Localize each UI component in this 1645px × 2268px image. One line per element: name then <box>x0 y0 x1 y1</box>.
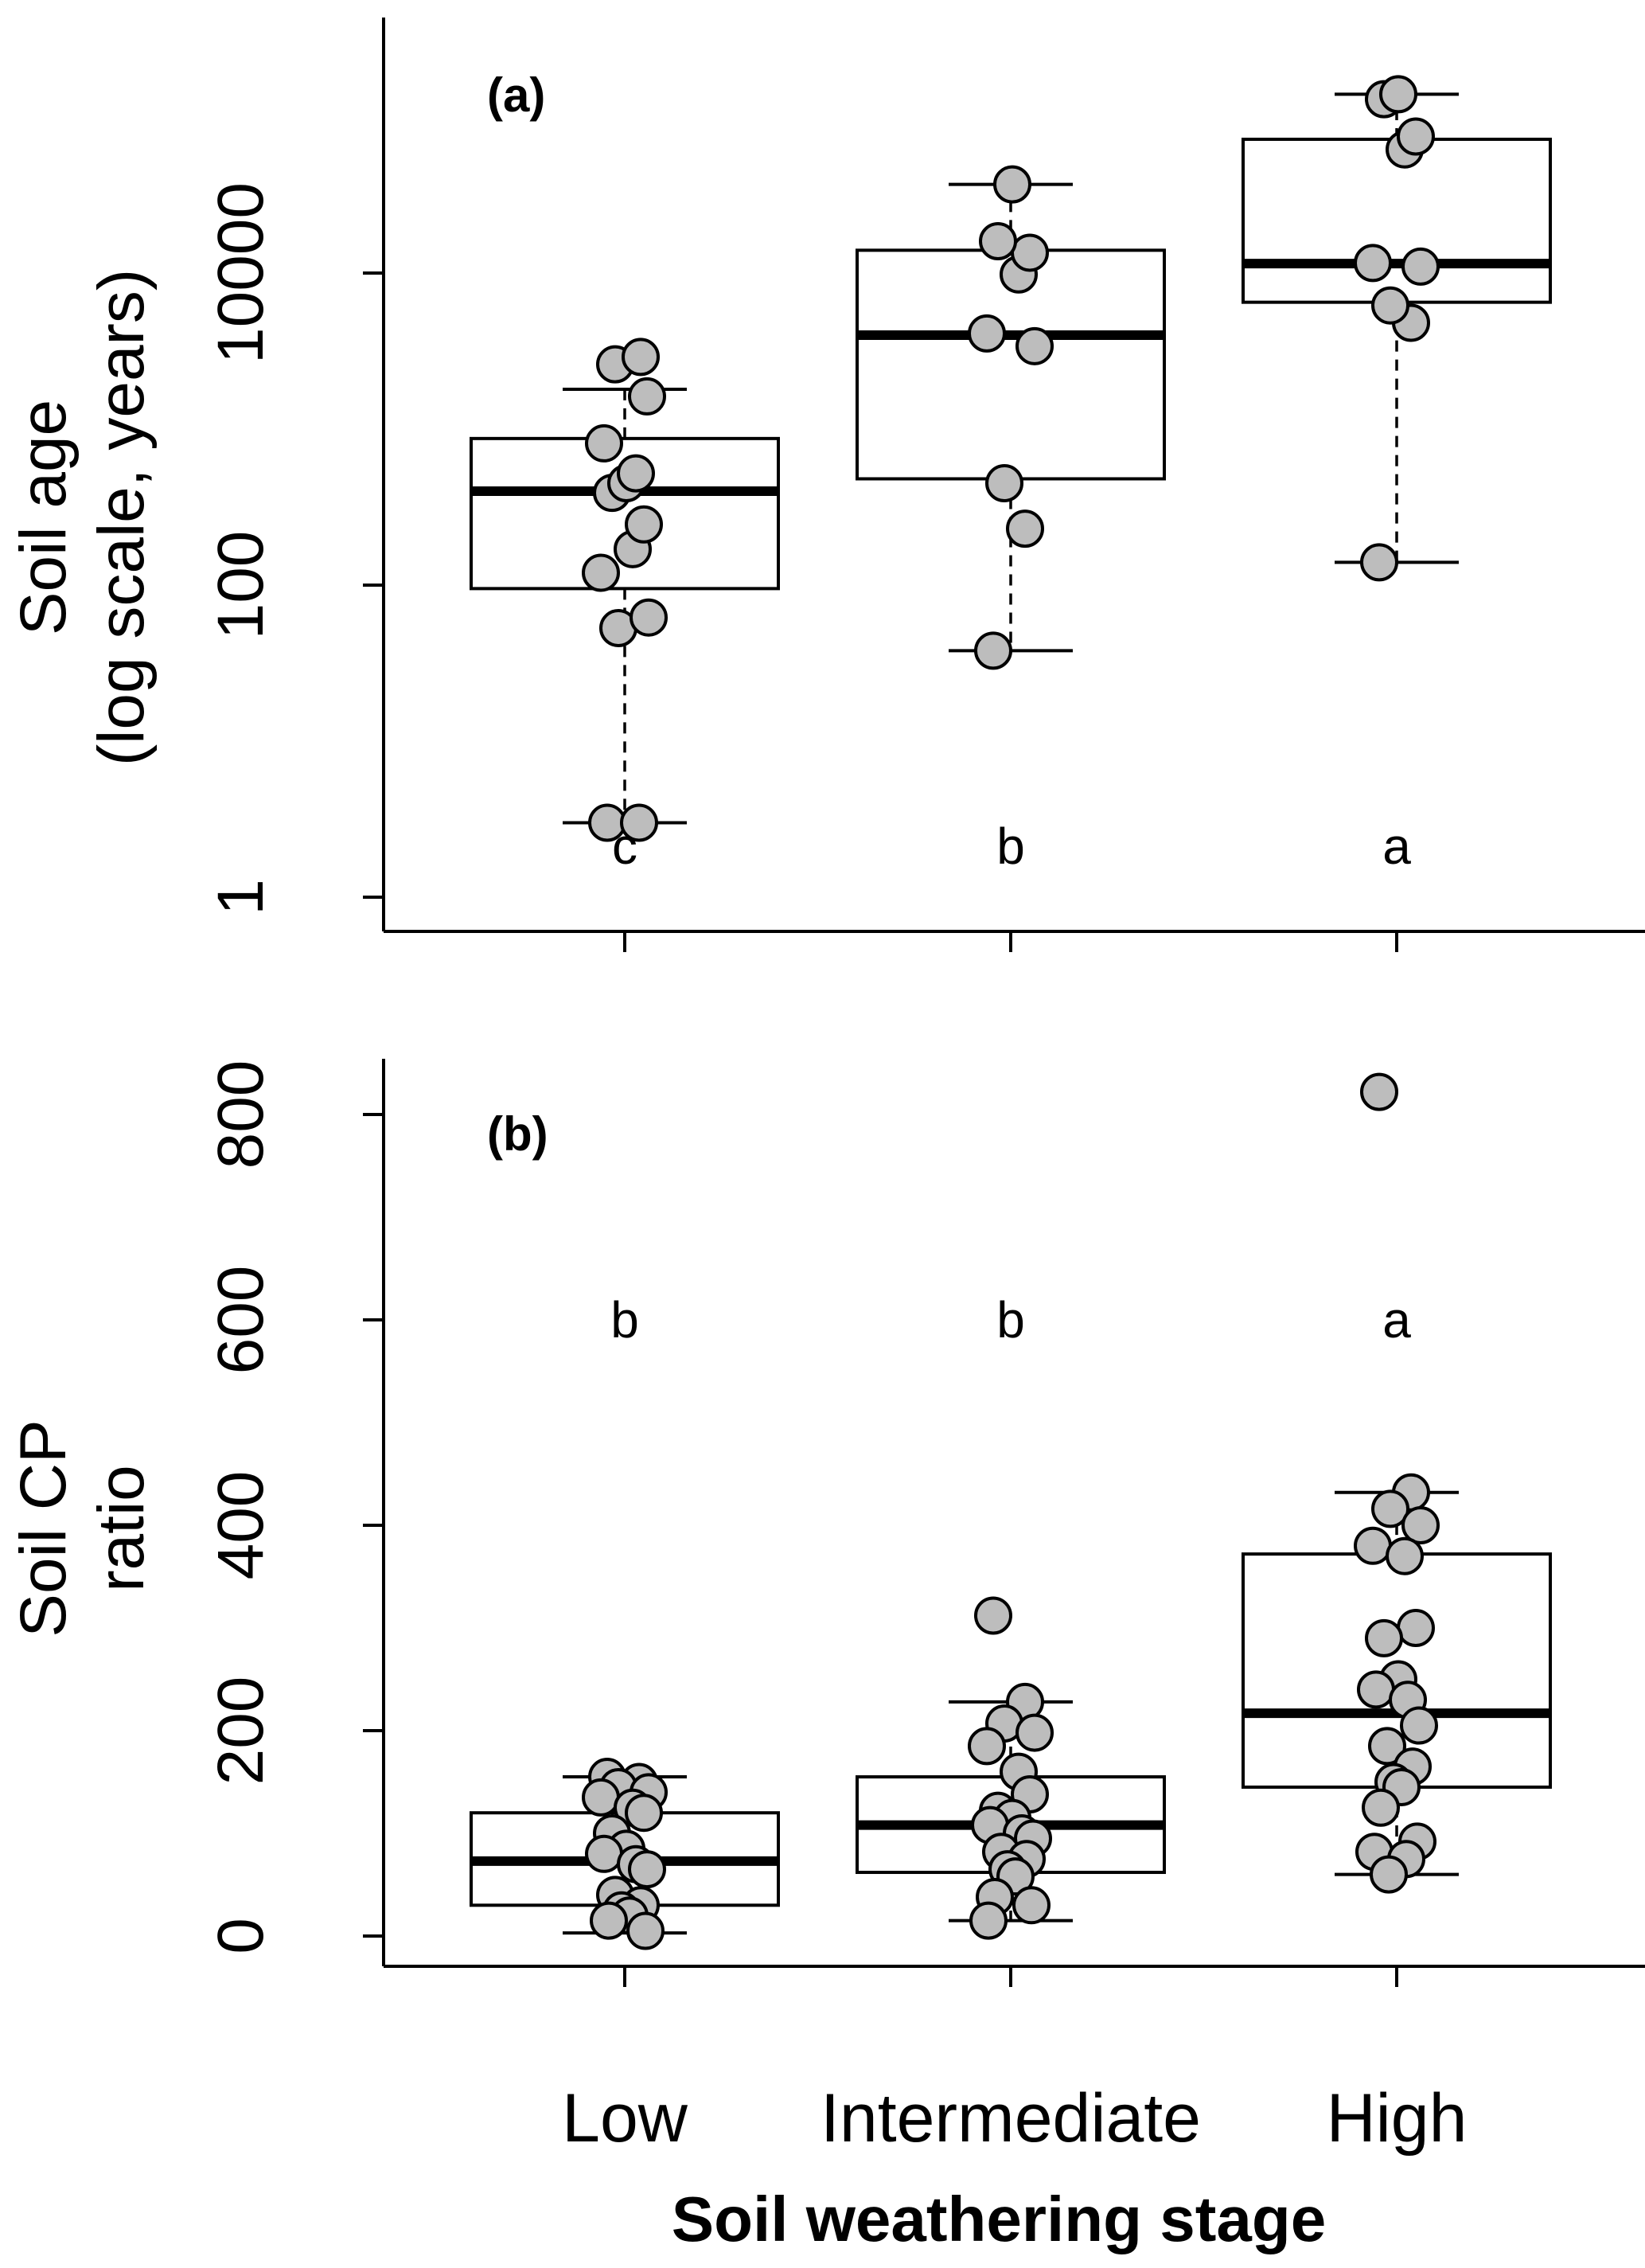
data-point <box>1400 1706 1438 1745</box>
panel-b: 0 200 400 600 800 b b a (b) Soil CP ratio <box>7 1059 1645 1987</box>
data-point <box>968 1727 1006 1766</box>
data-point <box>620 803 658 842</box>
category-labels: Low Intermediate High <box>562 2080 1467 2157</box>
data-point <box>974 631 1012 670</box>
panel-a-y-ticks: 1 100 10000 <box>205 182 384 915</box>
data-point <box>1371 1489 1409 1528</box>
significance-letter: a <box>1382 818 1411 875</box>
data-point <box>968 314 1006 353</box>
data-point <box>1401 1506 1440 1544</box>
panel-b-y-title-line1: Soil CP <box>7 1419 80 1637</box>
data-point <box>585 1834 623 1873</box>
panel-b-label: (b) <box>487 1107 548 1161</box>
data-point <box>1362 1788 1400 1827</box>
significance-letter: b <box>996 818 1025 875</box>
panel-a-y-tick-label-group: 10000 <box>205 182 277 364</box>
data-point <box>993 165 1031 204</box>
data-point <box>628 377 666 416</box>
panel-a-y-tick-label: 1 <box>205 879 277 915</box>
data-point <box>1368 1727 1406 1766</box>
panel-a-label: (a) <box>487 68 545 122</box>
category-label: Intermediate <box>821 2080 1201 2157</box>
data-point <box>585 424 623 463</box>
data-point <box>1370 1855 1408 1894</box>
panel-a-y-tick-label-group: 100 <box>205 531 277 640</box>
data-point <box>1360 543 1398 582</box>
panel-b-y-ticks: 0 200 400 600 800 <box>205 1060 384 1954</box>
panel-b-y-tick-label-group: 600 <box>205 1266 277 1375</box>
panel-b-points <box>582 1072 1440 1950</box>
data-point <box>985 463 1023 502</box>
panel-a-y-tick-label-group: 1 <box>205 879 277 915</box>
data-point <box>969 1901 1008 1940</box>
significance-letter: b <box>610 1291 639 1349</box>
significance-letter: a <box>1382 1291 1411 1349</box>
data-point <box>625 1794 663 1833</box>
category-label: Low <box>562 2080 688 2157</box>
panel-a-y-tick-label: 10000 <box>205 182 277 364</box>
data-point <box>626 1911 665 1950</box>
x-axis-title: Soil weathering stage <box>672 2184 1326 2254</box>
data-point <box>1006 509 1044 548</box>
panel-b-y-tick-label-group: 0 <box>205 1918 277 1954</box>
panel-a-y-tick-label: 100 <box>205 531 277 640</box>
panel-b-x-ticks <box>623 1966 1398 1987</box>
significance-letter: c <box>612 818 637 875</box>
panel-a-x-ticks <box>623 931 1398 952</box>
data-point <box>1397 117 1435 156</box>
data-point <box>1357 1670 1395 1709</box>
data-point <box>1354 244 1392 283</box>
panel-a-points <box>582 75 1440 842</box>
data-point <box>628 1850 666 1889</box>
panel-b-y-title-line2: ratio <box>85 1465 158 1592</box>
data-point <box>1379 75 1417 114</box>
significance-letter: b <box>996 1291 1025 1349</box>
data-point <box>979 221 1017 260</box>
data-point <box>1371 286 1409 325</box>
data-point <box>1397 1609 1435 1647</box>
data-point <box>582 1778 620 1817</box>
data-point <box>1015 326 1054 365</box>
data-point <box>1011 233 1049 272</box>
data-point <box>630 598 668 637</box>
data-point <box>582 553 620 592</box>
panel-b-y-tick-label-group: 200 <box>205 1677 277 1786</box>
data-point <box>617 454 655 493</box>
panel-b-y-tick-label-group: 400 <box>205 1471 277 1580</box>
panel-a-y-title-line1: Soil age <box>7 400 80 635</box>
panel-b-y-tick-label: 600 <box>205 1266 277 1375</box>
data-point <box>1015 1713 1054 1752</box>
panel-b-y-tick-label: 400 <box>205 1471 277 1580</box>
data-point <box>1012 1886 1051 1925</box>
panel-b-y-tick-label: 200 <box>205 1677 277 1786</box>
data-point <box>1360 1072 1398 1111</box>
data-point <box>974 1596 1012 1635</box>
data-point <box>1354 1526 1392 1565</box>
data-point <box>625 505 663 544</box>
panel-b-y-tick-label: 0 <box>205 1918 277 1954</box>
category-label: High <box>1327 2080 1468 2157</box>
data-point <box>590 1901 628 1940</box>
data-point <box>1386 1536 1424 1575</box>
data-point <box>1401 247 1440 286</box>
data-point <box>622 338 660 377</box>
data-point <box>1365 1618 1403 1657</box>
panel-a-y-title-line2: (log scale, years) <box>85 269 158 766</box>
panel-b-y-tick-label: 800 <box>205 1060 277 1169</box>
panel-b-y-tick-label-group: 800 <box>205 1060 277 1169</box>
panel-a: 1 100 10000 c b a (a) Soil age (log scale, y… <box>7 18 1645 952</box>
